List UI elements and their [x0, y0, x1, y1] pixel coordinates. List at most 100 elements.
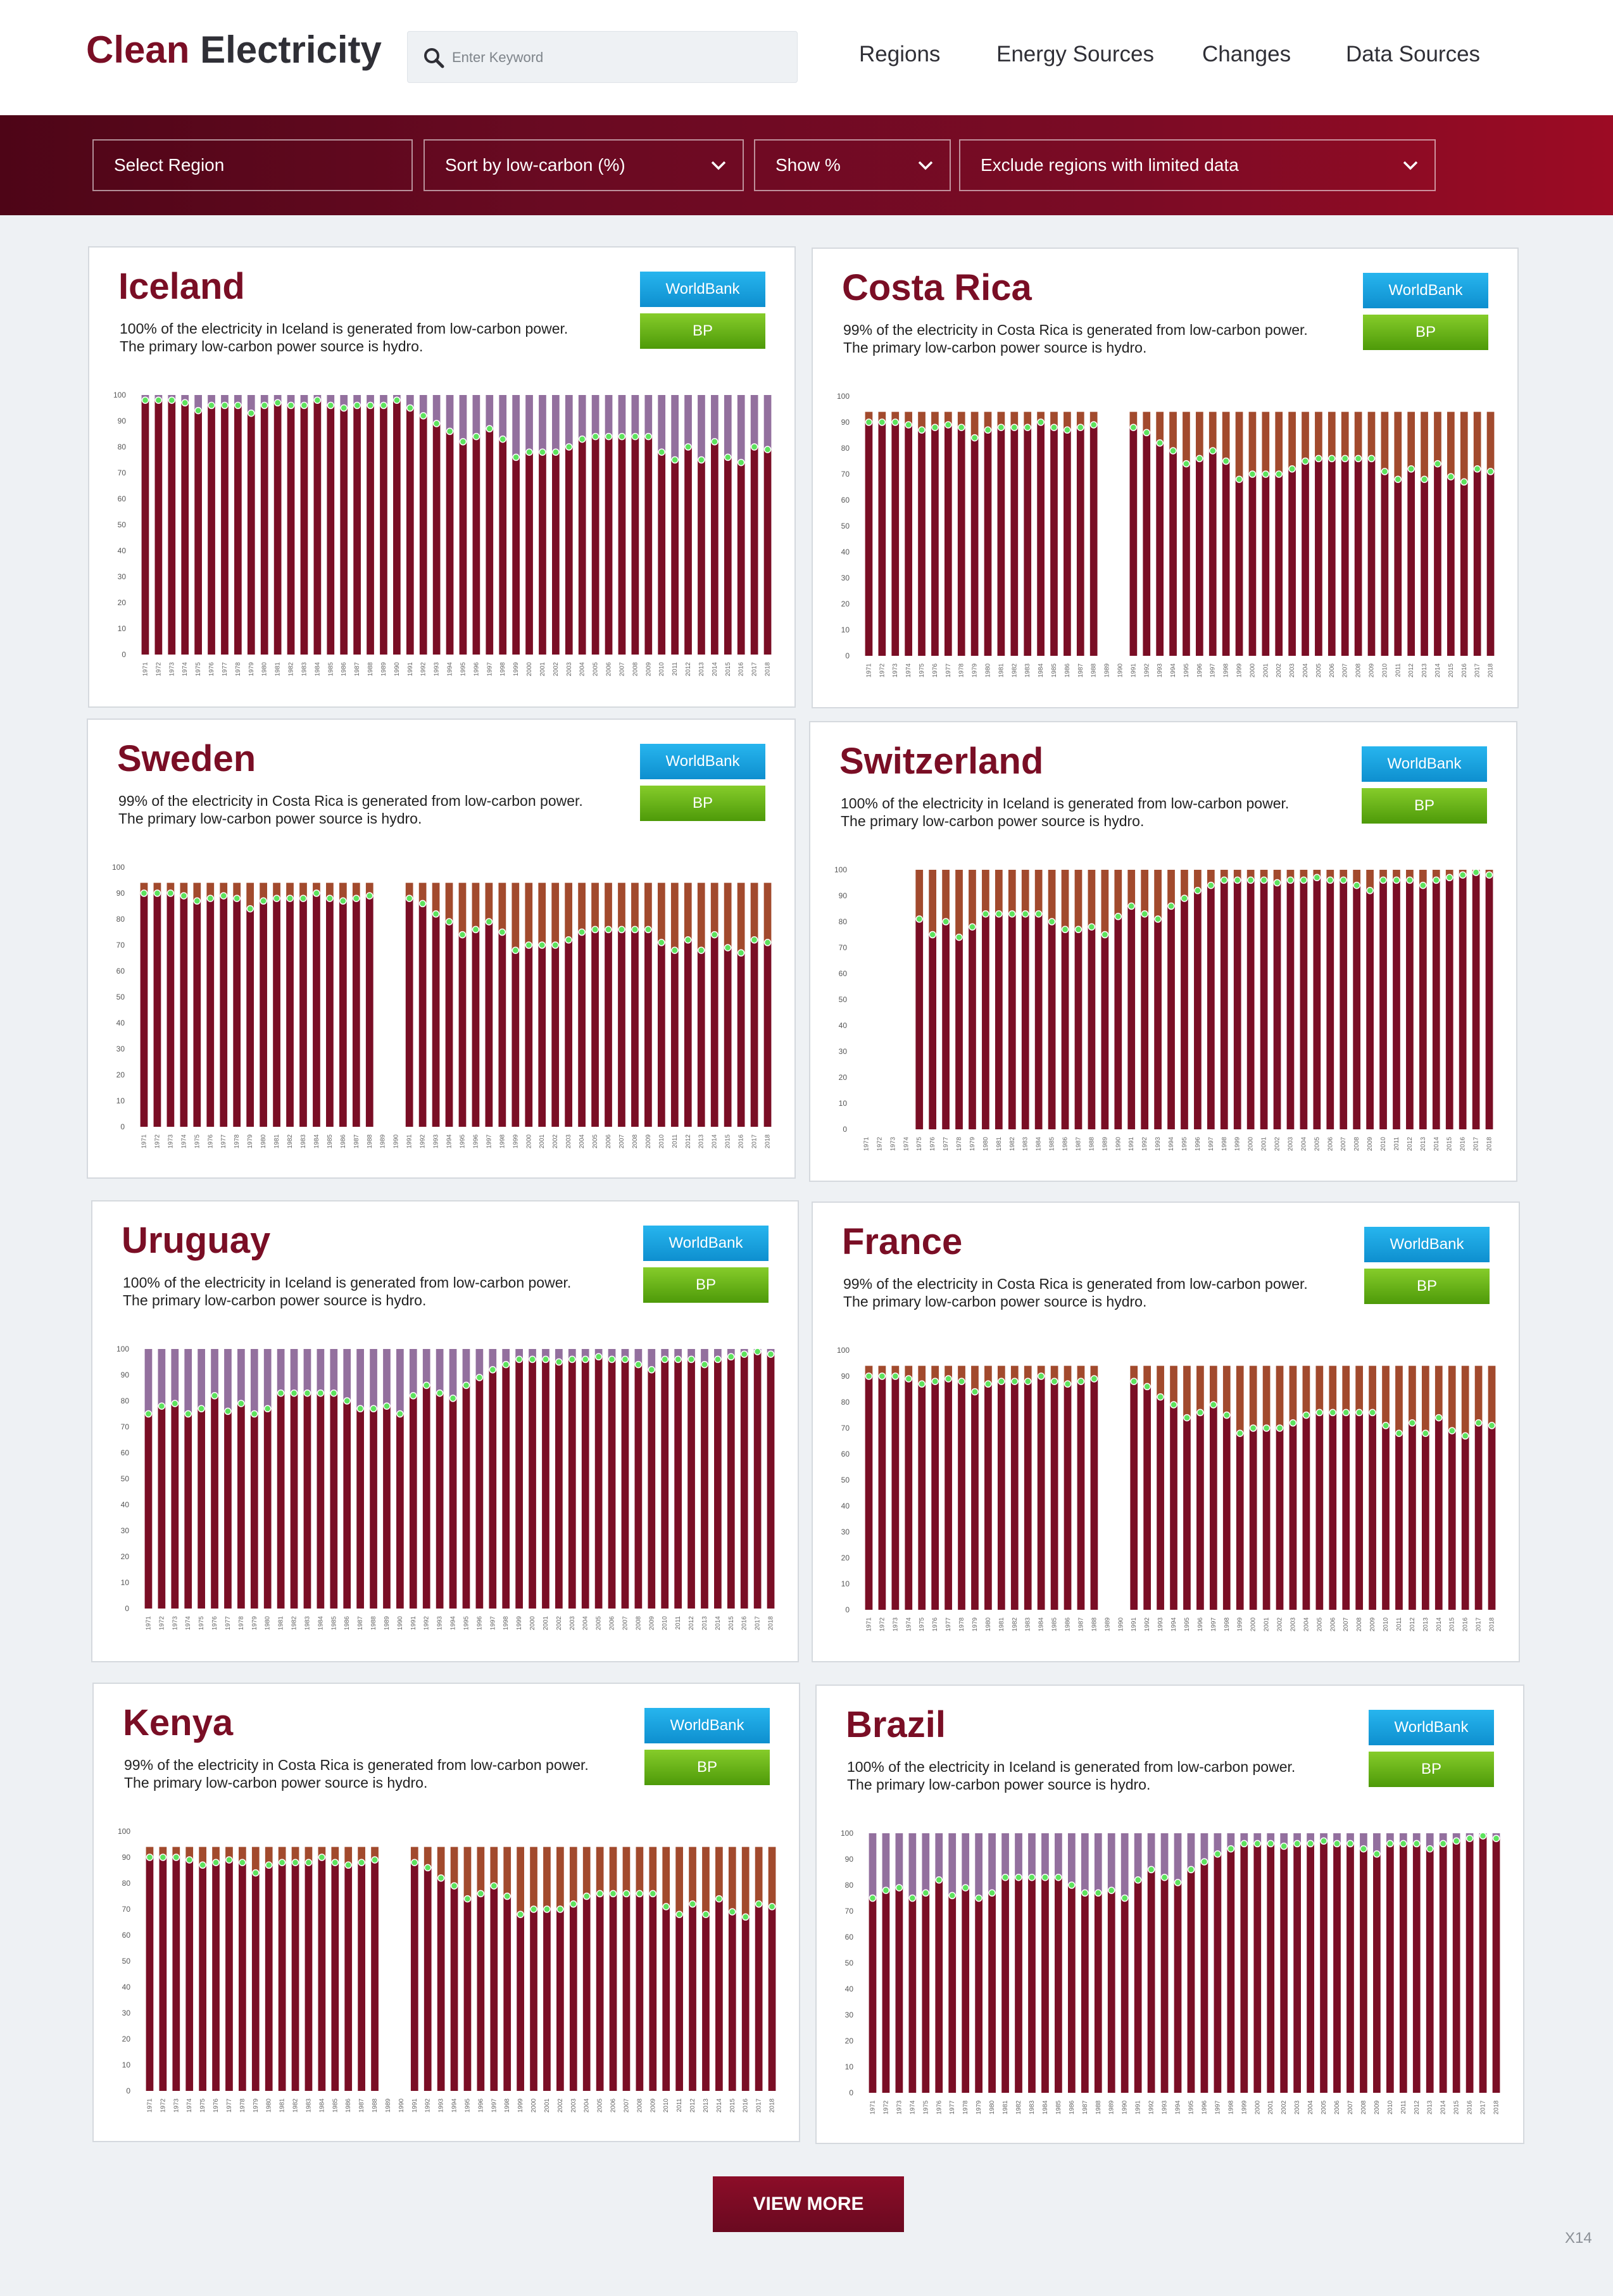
bar-remainder-segment[interactable] [291, 1847, 299, 1863]
data-point-marker[interactable] [248, 409, 255, 417]
bar-low-carbon-segment[interactable] [1412, 1843, 1421, 2093]
bar-remainder-segment[interactable] [1220, 870, 1228, 881]
bar-low-carbon-segment[interactable] [1473, 468, 1481, 656]
bar-low-carbon-segment[interactable] [393, 400, 401, 655]
bar-remainder-segment[interactable] [410, 1847, 418, 1863]
data-point-marker[interactable] [193, 897, 201, 905]
bar-remainder-segment[interactable] [661, 1349, 669, 1360]
bar-remainder-segment[interactable] [1101, 870, 1109, 935]
data-point-marker[interactable] [1196, 455, 1203, 463]
bar-low-carbon-segment[interactable] [918, 430, 926, 656]
bar-remainder-segment[interactable] [1194, 870, 1202, 891]
bar-remainder-segment[interactable] [971, 1365, 979, 1392]
bar-low-carbon-segment[interactable] [1341, 458, 1349, 656]
bar-low-carbon-segment[interactable] [1187, 1869, 1195, 2093]
bar-low-carbon-segment[interactable] [1302, 461, 1309, 656]
bar-remainder-segment[interactable] [1187, 1833, 1195, 1870]
data-point-marker[interactable] [1395, 1429, 1403, 1437]
bar-low-carbon-segment[interactable] [1207, 885, 1215, 1129]
bar-remainder-segment[interactable] [741, 1847, 750, 1917]
data-point-marker[interactable] [591, 925, 599, 934]
bar-remainder-segment[interactable] [234, 395, 242, 406]
bar-remainder-segment[interactable] [724, 395, 732, 458]
bar-low-carbon-segment[interactable] [331, 1862, 339, 2091]
data-point-marker[interactable] [671, 946, 679, 954]
bar-low-carbon-segment[interactable] [424, 1867, 432, 2091]
bar-remainder-segment[interactable] [1141, 870, 1149, 914]
bar-low-carbon-segment[interactable] [605, 929, 612, 1127]
data-point-marker[interactable] [1240, 1840, 1248, 1848]
bar-remainder-segment[interactable] [180, 882, 188, 896]
bar-low-carbon-segment[interactable] [711, 441, 719, 655]
bar-low-carbon-segment[interactable] [1393, 880, 1400, 1129]
bar-low-carbon-segment[interactable] [1302, 1415, 1310, 1610]
bar-remainder-segment[interactable] [1233, 870, 1241, 881]
data-point-marker[interactable] [1472, 869, 1480, 876]
bar-remainder-segment[interactable] [220, 882, 228, 896]
bar-remainder-segment[interactable] [489, 1349, 497, 1370]
bar-remainder-segment[interactable] [948, 1833, 957, 1896]
bar-low-carbon-segment[interactable] [648, 1369, 656, 1609]
bar-remainder-segment[interactable] [644, 882, 652, 930]
bar-low-carbon-segment[interactable] [969, 927, 976, 1129]
data-point-marker[interactable] [1407, 465, 1415, 473]
data-point-marker[interactable] [437, 1874, 445, 1882]
bar-remainder-segment[interactable] [591, 882, 599, 930]
bar-remainder-segment[interactable] [247, 395, 255, 413]
data-point-marker[interactable] [948, 1891, 956, 1900]
bar-remainder-segment[interactable] [997, 1365, 1005, 1382]
bar-remainder-segment[interactable] [517, 1847, 524, 1915]
bar-low-carbon-segment[interactable] [273, 898, 280, 1127]
bar-low-carbon-segment[interactable] [715, 1898, 723, 2091]
bar-low-carbon-segment[interactable] [1434, 1417, 1443, 1610]
bar-remainder-segment[interactable] [891, 1365, 900, 1376]
bar-low-carbon-segment[interactable] [1077, 1381, 1085, 1610]
data-point-marker[interactable] [684, 936, 692, 944]
data-point-marker[interactable] [1061, 925, 1069, 934]
data-point-marker[interactable] [1107, 1886, 1115, 1894]
bar-remainder-segment[interactable] [450, 1847, 458, 1886]
bar-low-carbon-segment[interactable] [944, 425, 952, 656]
data-point-marker[interactable] [422, 1381, 430, 1390]
data-point-marker[interactable] [1248, 470, 1257, 478]
bar-remainder-segment[interactable] [1267, 1833, 1275, 1844]
bar-remainder-segment[interactable] [1346, 1833, 1354, 1844]
bar-low-carbon-segment[interactable] [1028, 1877, 1036, 2093]
bar-low-carbon-segment[interactable] [247, 413, 255, 655]
data-point-marker[interactable] [1315, 1408, 1324, 1417]
data-point-marker[interactable] [172, 1854, 180, 1861]
bar-low-carbon-segment[interactable] [185, 1860, 194, 2091]
bar-remainder-segment[interactable] [1333, 1833, 1341, 1844]
data-point-marker[interactable] [768, 1903, 776, 1910]
region-title[interactable]: Costa Rica [842, 267, 1032, 308]
bar-low-carbon-segment[interactable] [432, 423, 441, 655]
bar-low-carbon-segment[interactable] [740, 1354, 748, 1609]
data-point-marker[interactable] [260, 401, 268, 410]
data-point-marker[interactable] [1196, 1408, 1204, 1417]
bp-button[interactable]: BP [1369, 1752, 1494, 1787]
bar-remainder-segment[interactable] [684, 395, 692, 447]
bar-remainder-segment[interactable] [367, 395, 374, 406]
bar-low-carbon-segment[interactable] [339, 901, 347, 1127]
bar-low-carbon-segment[interactable] [330, 1393, 338, 1609]
bar-remainder-segment[interactable] [1399, 1833, 1407, 1844]
data-point-marker[interactable] [1147, 1866, 1155, 1874]
bar-low-carbon-segment[interactable] [1048, 922, 1056, 1129]
data-point-marker[interactable] [1486, 468, 1495, 475]
bar-low-carbon-segment[interactable] [1174, 1882, 1182, 2093]
bar-remainder-segment[interactable] [728, 1847, 736, 1912]
bar-remainder-segment[interactable] [1034, 870, 1043, 914]
data-point-marker[interactable] [300, 401, 308, 410]
bar-low-carbon-segment[interactable] [714, 1359, 722, 1609]
data-point-marker[interactable] [1326, 876, 1334, 884]
bar-low-carbon-segment[interactable] [995, 913, 1003, 1129]
bar-low-carbon-segment[interactable] [517, 1914, 524, 2091]
bar-remainder-segment[interactable] [1329, 1365, 1337, 1413]
bar-remainder-segment[interactable] [714, 1349, 722, 1360]
bar-remainder-segment[interactable] [636, 1847, 644, 1894]
data-point-marker[interactable] [1074, 925, 1083, 934]
bar-remainder-segment[interactable] [1366, 870, 1374, 891]
data-point-marker[interactable] [737, 458, 745, 467]
bar-remainder-segment[interactable] [591, 395, 599, 437]
bar-remainder-segment[interactable] [352, 882, 360, 899]
